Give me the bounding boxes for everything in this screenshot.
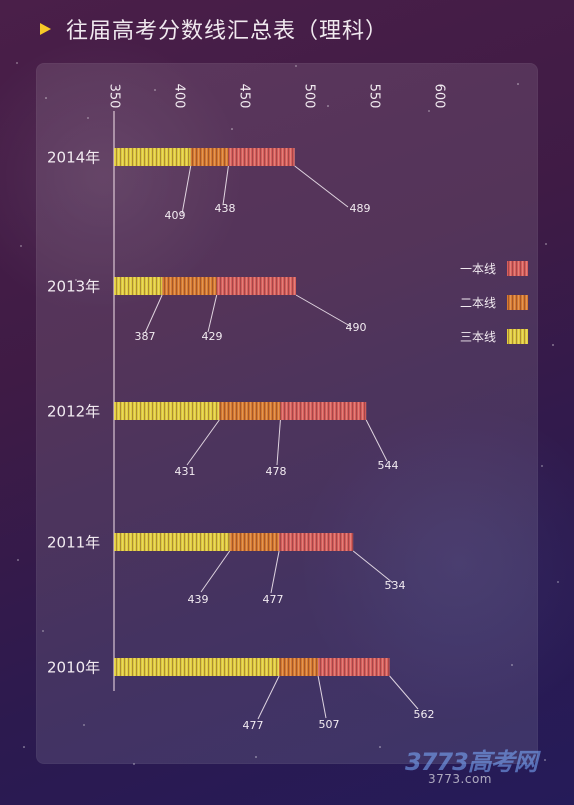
value-callout-line: [352, 550, 394, 584]
background-star: [154, 89, 156, 91]
background-star: [41, 629, 45, 633]
legend-label: 一本线: [460, 262, 496, 276]
value-callout-line: [276, 419, 281, 466]
bar-value-label: 431: [175, 465, 196, 478]
x-tick-label: 400: [172, 84, 187, 109]
legend-swatch: [507, 261, 528, 276]
x-tick-label: 450: [237, 84, 252, 109]
value-callout-line: [257, 675, 280, 720]
x-tick-label: 600: [432, 84, 447, 109]
background-star: [544, 759, 546, 761]
x-tick-label: 550: [367, 84, 382, 109]
third-line-bar: [114, 402, 220, 420]
background-star: [23, 746, 25, 748]
bar-value-label: 477: [243, 719, 264, 732]
background-star: [327, 105, 329, 107]
x-tick-label: 500: [302, 84, 317, 109]
bar-value-label: 490: [346, 321, 367, 334]
y-category-label: 2010年: [47, 659, 100, 677]
value-callout-line: [144, 294, 163, 334]
background-star: [255, 756, 257, 758]
background-star: [517, 83, 519, 85]
background-star: [45, 97, 47, 99]
background-star: [511, 664, 513, 666]
legend-label: 二本线: [460, 296, 496, 310]
bar-value-label: 439: [188, 593, 209, 606]
x-tick-label: 350: [107, 84, 122, 109]
second-line-bar: [190, 148, 229, 166]
first-line-bar: [318, 658, 390, 676]
legend-swatch: [507, 295, 528, 310]
background-star: [545, 243, 547, 245]
value-callout-line: [294, 165, 349, 208]
bar-value-label: 544: [378, 459, 399, 472]
y-category-label: 2014年: [47, 149, 100, 167]
background-star: [87, 117, 89, 119]
first-line-bar: [280, 402, 367, 420]
bar-value-label: 477: [263, 593, 284, 606]
first-line-bar: [279, 533, 354, 551]
value-callout-line: [186, 419, 220, 466]
y-category-label: 2012年: [47, 403, 100, 421]
background-star: [541, 465, 543, 467]
background-star: [231, 128, 233, 130]
background-star: [428, 110, 430, 112]
bar-value-label: 438: [215, 202, 236, 215]
third-line-bar: [114, 148, 191, 166]
value-callout-line: [181, 165, 192, 215]
background-star: [552, 344, 554, 346]
background-star: [75, 279, 77, 281]
title-row: 往届高考分数线汇总表（理科）: [40, 13, 388, 45]
value-callout-line: [207, 294, 218, 333]
bar-value-label: 534: [385, 579, 406, 592]
third-line-bar: [114, 658, 280, 676]
background-star: [133, 763, 135, 765]
bar-value-label: 489: [350, 202, 371, 215]
second-line-bar: [279, 658, 319, 676]
background-star: [294, 64, 298, 68]
y-category-label: 2013年: [47, 278, 100, 296]
second-line-bar: [229, 533, 280, 551]
bar-value-label: 507: [319, 718, 340, 731]
play-icon: [40, 23, 51, 35]
value-callout-line: [200, 550, 231, 593]
bar-value-label: 409: [165, 209, 186, 222]
first-line-bar: [216, 277, 296, 295]
bar-value-label: 478: [266, 465, 287, 478]
bar-value-label: 387: [135, 330, 156, 343]
legend-label: 三本线: [460, 330, 496, 344]
first-line-bar: [228, 148, 295, 166]
second-line-bar: [162, 277, 217, 295]
legend-swatch: [507, 329, 528, 344]
value-callout-line: [270, 550, 280, 594]
bar-value-label: 429: [202, 330, 223, 343]
background-star: [17, 559, 19, 561]
value-callout-line: [389, 675, 419, 710]
bar-value-label: 562: [414, 708, 435, 721]
background-star: [83, 724, 85, 726]
chart-title: 往届高考分数线汇总表（理科）: [66, 19, 389, 44]
third-line-bar: [114, 533, 230, 551]
background-star: [379, 746, 381, 748]
value-callout-line: [317, 675, 327, 719]
second-line-bar: [219, 402, 281, 420]
value-callout-line: [365, 419, 388, 462]
y-category-label: 2011年: [47, 534, 100, 552]
third-line-bar: [114, 277, 163, 295]
value-callout-line: [295, 294, 351, 327]
background-star: [557, 581, 559, 583]
background-star: [15, 61, 19, 65]
value-callout-line: [222, 165, 229, 206]
background-star: [20, 245, 22, 247]
